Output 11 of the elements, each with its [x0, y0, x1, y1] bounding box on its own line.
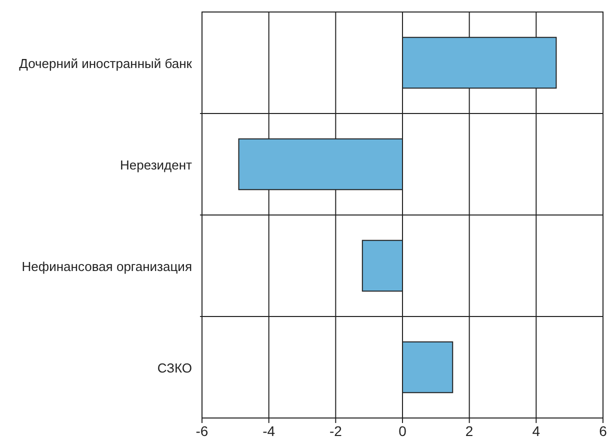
- y-tick-label: Нерезидент: [120, 157, 192, 172]
- x-tick-label: 2: [465, 423, 474, 439]
- x-tick-label: -4: [262, 423, 276, 439]
- x-tick-label: 6: [599, 423, 608, 439]
- x-tick-label: -2: [329, 423, 342, 439]
- x-tick-label: 4: [532, 423, 540, 439]
- y-tick-label: Нефинансовая организация: [22, 258, 192, 274]
- x-tick-label: 0: [398, 423, 407, 439]
- x-tick-label: -6: [196, 423, 208, 439]
- y-tick-label: Дочерний иностранный банк: [19, 56, 192, 71]
- y-tick-label: СЗКО: [157, 360, 192, 376]
